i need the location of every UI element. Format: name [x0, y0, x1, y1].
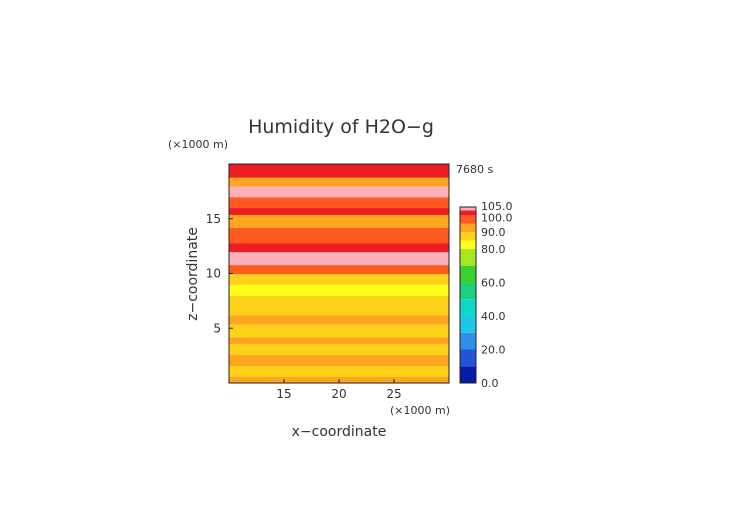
field-band — [229, 365, 449, 377]
y-axis: 5 10 15 — [206, 212, 233, 335]
field-band — [229, 177, 449, 187]
colorbar-swatch — [460, 299, 476, 316]
colorbar-swatch — [460, 210, 476, 216]
field-band — [229, 196, 449, 209]
colorbar-tick-label: 0.0 — [481, 377, 499, 390]
x-axis: 15 20 25 — [276, 379, 402, 401]
field-band — [229, 251, 449, 266]
colorbar-swatch — [460, 332, 476, 350]
time-label: 7680 s — [456, 163, 493, 176]
chart-title: Humidity of H2O−g — [248, 116, 434, 138]
x-tick-label: 20 — [331, 387, 346, 401]
field-band — [229, 214, 449, 229]
colorbar-swatch — [460, 232, 476, 241]
colorbar-tick-label: 100.0 — [481, 211, 513, 224]
colorbar-swatch — [460, 223, 476, 233]
y-tick-label: 10 — [206, 267, 221, 281]
field-band — [229, 354, 449, 366]
field-band — [229, 164, 449, 178]
x-tick-label: 25 — [386, 387, 401, 401]
colorbar-swatch — [460, 240, 476, 249]
colorbar-swatch — [460, 265, 476, 283]
field-band — [229, 295, 449, 307]
field-band — [229, 264, 449, 274]
x-tick-label: 15 — [276, 387, 291, 401]
y-tick-label: 15 — [206, 212, 221, 226]
field-band — [229, 273, 449, 285]
colorbar-tick-label: 40.0 — [481, 310, 506, 323]
y-axis-title: z−coordinate — [185, 227, 201, 321]
x-unit-label: (×1000 m) — [390, 404, 450, 417]
colorbar-swatch — [460, 349, 476, 367]
field-band — [229, 207, 449, 215]
field-band — [229, 306, 449, 316]
colorbar-tick-label: 60.0 — [481, 276, 506, 289]
colorbar-swatch — [460, 215, 476, 224]
humidity-field — [229, 164, 449, 383]
field-band — [229, 323, 449, 338]
colorbar-swatch — [460, 248, 476, 266]
colorbar-tick-label: 90.0 — [481, 226, 506, 239]
field-band — [229, 284, 449, 296]
field-band — [229, 315, 449, 325]
colorbar-swatch — [460, 282, 476, 300]
colorbar-frame — [459, 206, 477, 384]
field-band — [229, 242, 449, 253]
y-unit-label: (×1000 m) — [168, 138, 228, 151]
x-axis-title: x−coordinate — [292, 424, 387, 440]
colorbar-swatch — [460, 315, 476, 333]
colorbar-swatch — [460, 366, 476, 383]
colorbar-tick-label: 105.0 — [481, 200, 513, 213]
colorbar-tick-label: 80.0 — [481, 243, 506, 256]
colorbar-tick-label: 20.0 — [481, 343, 506, 356]
field-band — [229, 227, 449, 244]
field-band — [229, 185, 449, 198]
y-tick-label: 5 — [213, 321, 221, 335]
colorbar-swatch — [460, 207, 476, 211]
field-band — [229, 337, 449, 345]
field-band — [229, 343, 449, 356]
